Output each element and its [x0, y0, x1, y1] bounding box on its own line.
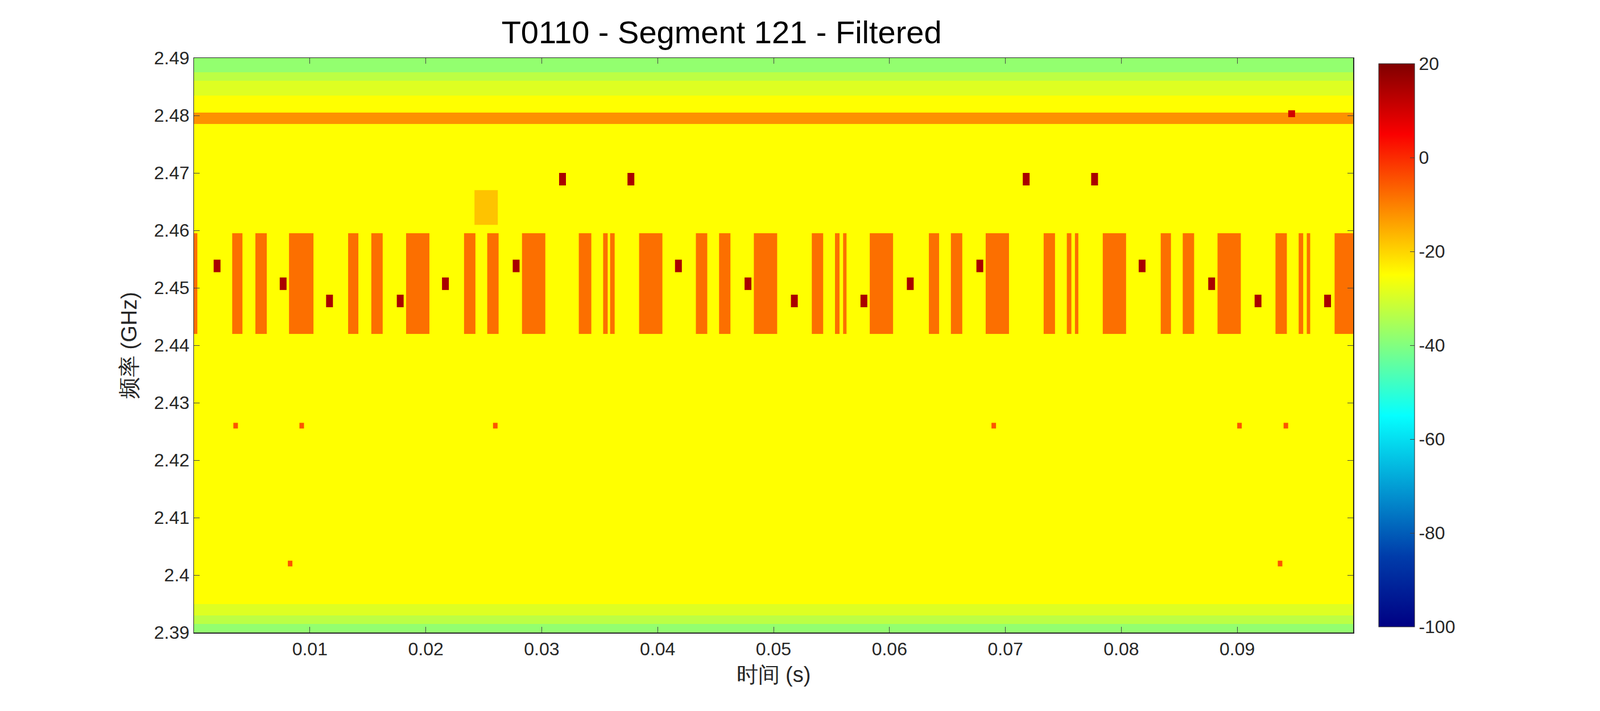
svg-text:2.45: 2.45	[154, 277, 190, 299]
svg-text:0.08: 0.08	[1103, 638, 1139, 660]
svg-text:-80: -80	[1418, 522, 1445, 544]
svg-text:0.02: 0.02	[407, 638, 444, 660]
svg-text:2.44: 2.44	[154, 335, 190, 356]
svg-text:0.04: 0.04	[639, 638, 676, 660]
svg-text:T0110 - Segment 121 - Filtered: T0110 - Segment 121 - Filtered	[501, 14, 942, 51]
svg-text:0: 0	[1418, 147, 1429, 168]
svg-text:2.42: 2.42	[154, 449, 190, 471]
svg-text:频率 (GHz): 频率 (GHz)	[117, 291, 142, 399]
svg-text:-60: -60	[1418, 428, 1445, 450]
svg-text:2.46: 2.46	[154, 220, 190, 241]
svg-text:0.09: 0.09	[1219, 638, 1255, 660]
svg-text:2.41: 2.41	[154, 507, 190, 528]
svg-text:0.01: 0.01	[292, 638, 328, 660]
svg-text:-20: -20	[1418, 241, 1445, 262]
svg-text:0.07: 0.07	[987, 638, 1023, 660]
svg-text:0.06: 0.06	[871, 638, 908, 660]
svg-text:0.05: 0.05	[755, 638, 792, 660]
svg-text:2.39: 2.39	[154, 622, 190, 643]
svg-text:20: 20	[1418, 53, 1440, 74]
svg-text:-100: -100	[1418, 616, 1455, 638]
svg-text:时间 (s): 时间 (s)	[736, 662, 812, 687]
svg-text:2.43: 2.43	[154, 392, 190, 413]
svg-text:2.48: 2.48	[154, 105, 190, 126]
svg-text:-40: -40	[1418, 335, 1445, 356]
svg-text:2.47: 2.47	[154, 162, 190, 184]
svg-text:2.49: 2.49	[154, 47, 190, 69]
svg-text:0.03: 0.03	[523, 638, 560, 660]
svg-text:2.4: 2.4	[164, 564, 190, 586]
